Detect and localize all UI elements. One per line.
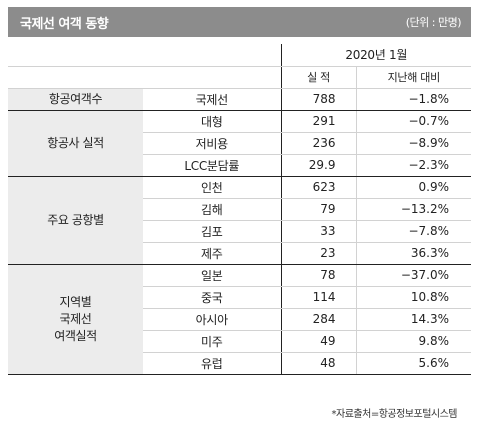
table-row: 미주 49 9.8% [8,330,472,353]
value-cell: 48 [280,352,356,375]
row-label: 김포 [143,220,281,243]
period-header: 2020년 1월 [280,44,472,67]
value-cell: 79 [280,198,356,221]
change-cell: −1.8% [355,88,472,111]
row-label: 미주 [143,330,281,353]
change-cell: 36.3% [355,242,472,265]
row-label: 김해 [143,198,281,221]
group-label-line: 지역별 [59,294,92,309]
table-row: LCC분담률 29.9 −2.3% [8,154,472,177]
row-label: 아시아 [143,308,281,331]
row-label: 저비용 [143,132,281,155]
row-label: 인천 [143,176,281,199]
row-label: 대형 [143,110,281,133]
row-label: 제주 [143,242,281,265]
value-cell: 623 [280,176,356,199]
group-label: 주요 공항별 [8,176,143,265]
change-cell: −8.9% [355,132,472,155]
group-label: 지역별 국제선 여객실적 [8,264,143,375]
value-cell: 788 [280,88,356,111]
table-row: 중국 114 10.8% [8,286,472,309]
table-row: 항공사 실적 대형 291 −0.7% [8,110,472,177]
value-cell: 236 [280,132,356,155]
table-row: 제주 23 36.3% [8,242,472,265]
value-cell: 29.9 [280,154,356,177]
table-row: 지역별 국제선 여객실적 일본 78 −37.0% [8,264,472,375]
table-row: 저비용 236 −8.9% [8,132,472,155]
row-label: 일본 [143,264,281,287]
row-label: LCC분담률 [143,154,281,177]
value-cell: 23 [280,242,356,265]
value-cell: 78 [280,264,356,287]
table-row: 유럽 48 5.6% [8,352,472,375]
title-bar: 국제선 여객 동향 (단위 : 만명) [8,7,471,37]
group-label: 항공사 실적 [8,110,143,177]
header-row-columns: 실 적 지난해 대비 [8,66,472,89]
table-row: 김포 33 −7.8% [8,220,472,243]
group-label-line: 여객실적 [54,328,97,343]
header-row-period: 2020년 1월 [8,44,472,67]
group-label-line: 국제선 [59,311,92,326]
change-cell: 14.3% [355,308,472,331]
table-row: 김해 79 −13.2% [8,198,472,221]
value-cell: 291 [280,110,356,133]
change-cell: 10.8% [355,286,472,309]
row-label: 유럽 [143,352,281,375]
value-cell: 33 [280,220,356,243]
change-cell: 5.6% [355,352,472,375]
change-cell: −2.3% [355,154,472,177]
value-cell: 114 [280,286,356,309]
column-header-actual: 실 적 [280,66,356,89]
value-cell: 284 [280,308,356,331]
row-label: 국제선 [143,88,281,111]
table-row: 주요 공항별 인천 623 0.9% [8,176,472,265]
change-cell: −0.7% [355,110,472,133]
change-cell: 0.9% [355,176,472,199]
change-cell: 9.8% [355,330,472,353]
column-header-yoy: 지난해 대비 [355,66,472,89]
source-note: *자료출처=항공정보포털시스템 [331,409,458,420]
group-label: 항공여객수 [8,88,143,111]
table-row: 항공여객수 국제선 788 −1.8% [8,88,472,111]
change-cell: −7.8% [355,220,472,243]
row-label: 중국 [143,286,281,309]
change-cell: −13.2% [355,198,472,221]
table-row: 아시아 284 14.3% [8,308,472,331]
value-cell: 49 [280,330,356,353]
change-cell: −37.0% [355,264,472,287]
unit-note: (단위 : 만명) [405,16,462,29]
passenger-stats-table: 2020년 1월 실 적 지난해 대비 항공여객수 국제선 788 −1.8% … [8,44,472,375]
table-title: 국제선 여객 동향 [20,16,109,32]
